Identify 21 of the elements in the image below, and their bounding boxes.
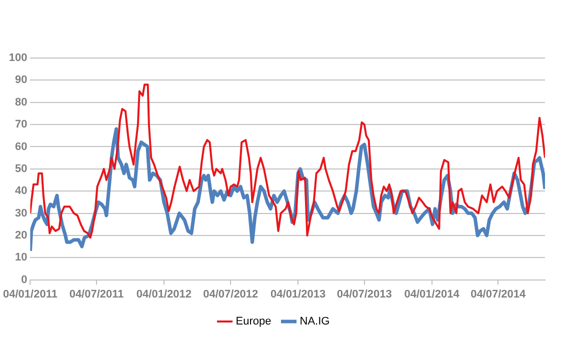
y-tick-label: 80 — [14, 96, 28, 108]
y-tick-label: 100 — [8, 52, 28, 64]
y-tick-label: 50 — [14, 162, 28, 175]
y-tick-label: 60 — [14, 140, 28, 153]
x-tick-label: 04/07/2014 — [470, 288, 527, 300]
x-tick-label: 04/01/2014 — [404, 288, 460, 300]
y-tick-label: 40 — [14, 185, 28, 198]
y-tick-label: 30 — [14, 207, 28, 220]
y-tick-label: 0 — [21, 274, 28, 286]
legend-label: NA.IG — [300, 316, 330, 328]
x-tick-label: 04/01/2012 — [136, 288, 192, 300]
y-tick-label: 20 — [14, 229, 28, 242]
x-tick-label: 04/01/2013 — [270, 288, 326, 300]
x-tick-label: 04/07/2013 — [336, 288, 392, 300]
y-tick-label: 70 — [14, 118, 28, 131]
x-tick-label: 04/07/2012 — [203, 288, 258, 300]
legend-label: Europe — [236, 316, 272, 328]
y-tick-label: 90 — [14, 74, 28, 86]
x-tick-label: 04/07/2011 — [69, 288, 124, 300]
y-tick-label: 10 — [14, 252, 28, 264]
x-tick-label: 04/01/2011 — [2, 288, 58, 300]
